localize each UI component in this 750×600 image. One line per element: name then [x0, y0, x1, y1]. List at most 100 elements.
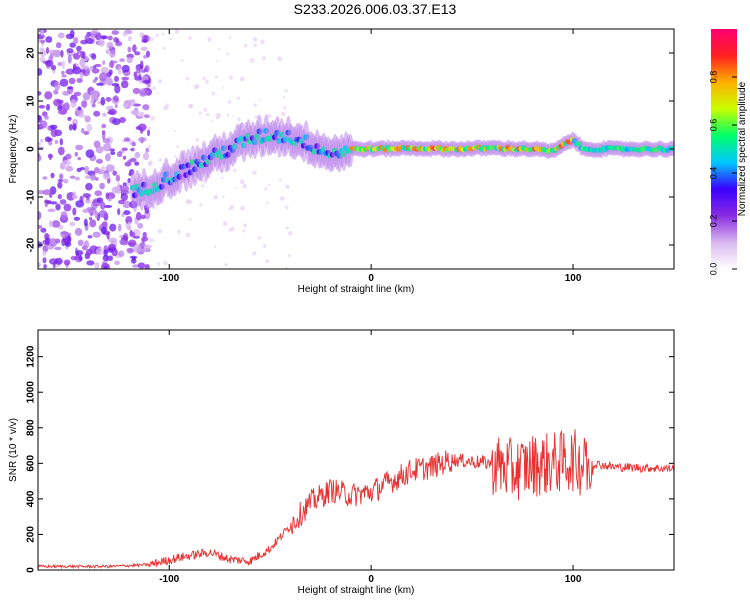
- heatmap-cell: [54, 246, 62, 251]
- heatmap-cell: [80, 50, 84, 59]
- heatmap-cell: [205, 79, 209, 84]
- heatmap-cell: [114, 260, 120, 266]
- heatmap-cell: [214, 75, 218, 79]
- heatmap-cell: [249, 58, 255, 63]
- heatmap-cell: [91, 68, 100, 74]
- heatmap-cell: [49, 238, 58, 247]
- heatmap-cell: [43, 264, 48, 269]
- heatmap-cell: [83, 240, 90, 249]
- heatmap-cell: [267, 113, 272, 119]
- heatmap-cell: [120, 193, 128, 201]
- heatmap-cell: [65, 153, 72, 160]
- heatmap-cell: [152, 86, 157, 90]
- heatmap-cell: [57, 181, 63, 189]
- heatmap-cell: [57, 32, 65, 39]
- heatmap-cell: [60, 231, 69, 239]
- heatmap-cell: [48, 220, 54, 228]
- heatmap-cell: [127, 159, 132, 165]
- heatmap-cell: [92, 231, 101, 238]
- heatmap-cell: [45, 59, 54, 67]
- heatmap-cell: [117, 67, 122, 75]
- heatmap-cell: [100, 166, 106, 172]
- heatmap-cell: [162, 46, 166, 50]
- heatmap-cell: [227, 100, 232, 104]
- heatmap-cell: [107, 243, 117, 251]
- heatmap-cell: [98, 72, 108, 82]
- heatmap-cell: [242, 229, 246, 233]
- heatmap-cell: [96, 158, 103, 164]
- heatmap-cell: [42, 189, 52, 196]
- heatmap-cell: [143, 244, 150, 253]
- heatmap-cell: [120, 185, 130, 193]
- heatmap-cell: [94, 210, 99, 219]
- heatmap-cell: [127, 46, 132, 53]
- heatmap-cell: [134, 151, 141, 159]
- heatmap-cell: [53, 89, 59, 95]
- heatmap-cell: [139, 60, 144, 70]
- heatmap-cell: [163, 260, 168, 266]
- heatmap-cell: [72, 63, 77, 71]
- heatmap-cell: [45, 47, 50, 54]
- heatmap-cell: [203, 107, 208, 112]
- heatmap-cell: [53, 98, 62, 107]
- heatmap-cell: [285, 266, 288, 269]
- colorbar: [711, 29, 737, 269]
- heatmap-cell: [141, 69, 146, 73]
- heatmap-cell: [253, 43, 257, 48]
- heatmap-cell: [174, 29, 180, 34]
- heatmap-cell: [50, 172, 55, 179]
- heatmap-cell: [84, 199, 92, 204]
- heatmap-cell: [105, 192, 110, 200]
- heatmap-cell: [109, 49, 116, 58]
- heatmap-cell: [98, 210, 108, 218]
- heatmap-cell: [188, 103, 194, 109]
- heatmap-cell: [114, 104, 118, 108]
- heatmap-cell: [277, 56, 283, 62]
- heatmap-cell: [89, 219, 97, 228]
- colorbar-tick-label: 0.8: [708, 71, 718, 84]
- snr-y-tick-label: 800: [26, 419, 37, 436]
- heatmap-cell: [146, 129, 151, 137]
- heatmap-cell: [45, 103, 51, 111]
- heatmap-cell: [107, 255, 113, 261]
- heatmap-cell: [73, 53, 81, 60]
- heatmap-cell: [79, 71, 84, 80]
- heatmap-cell: [67, 54, 72, 64]
- heatmap-cell: [38, 91, 42, 96]
- heatmap-cell: [142, 104, 150, 111]
- heatmap-cell: [176, 145, 180, 148]
- heatmap-cell: [83, 131, 90, 135]
- heatmap-cell: [101, 123, 107, 129]
- snr-y-tick-label: 1000: [26, 381, 37, 404]
- heatmap-cell: [81, 100, 88, 108]
- heatmap-cell: [48, 49, 57, 54]
- heatmap-cell: [132, 87, 141, 95]
- heatmap-cell: [280, 111, 286, 117]
- heatmap-cell: [65, 68, 75, 75]
- heatmap-cell: [111, 83, 120, 87]
- heatmap-cell: [39, 120, 48, 129]
- heatmap-cell: [38, 142, 41, 146]
- snr-y-tick-label: 0: [26, 567, 37, 573]
- heatmap-cell: [201, 184, 205, 188]
- heatmap-cell: [105, 49, 109, 54]
- heatmap-cell: [136, 211, 142, 221]
- heatmap-cell: [63, 259, 71, 266]
- heatmap-cell: [65, 165, 74, 172]
- heatmap-cell: [143, 55, 148, 59]
- heatmap-cell: [108, 61, 115, 68]
- heatmap-cell: [217, 48, 221, 51]
- heatmap-cell: [123, 210, 131, 216]
- heatmap-cell: [210, 119, 213, 122]
- heatmap-cell: [117, 182, 121, 191]
- heatmap-cell: [112, 118, 121, 126]
- heatmap-cell: [264, 187, 268, 191]
- heatmap-cell: [226, 113, 230, 117]
- snr-frame: [37, 329, 675, 571]
- heatmap-cell: [54, 140, 58, 144]
- heatmap-cell: [119, 239, 126, 245]
- heatmap-cell: [92, 65, 97, 69]
- spectrogram-x-tick-label: 100: [565, 273, 582, 284]
- spectrogram-y-tick-label: 0: [26, 146, 37, 152]
